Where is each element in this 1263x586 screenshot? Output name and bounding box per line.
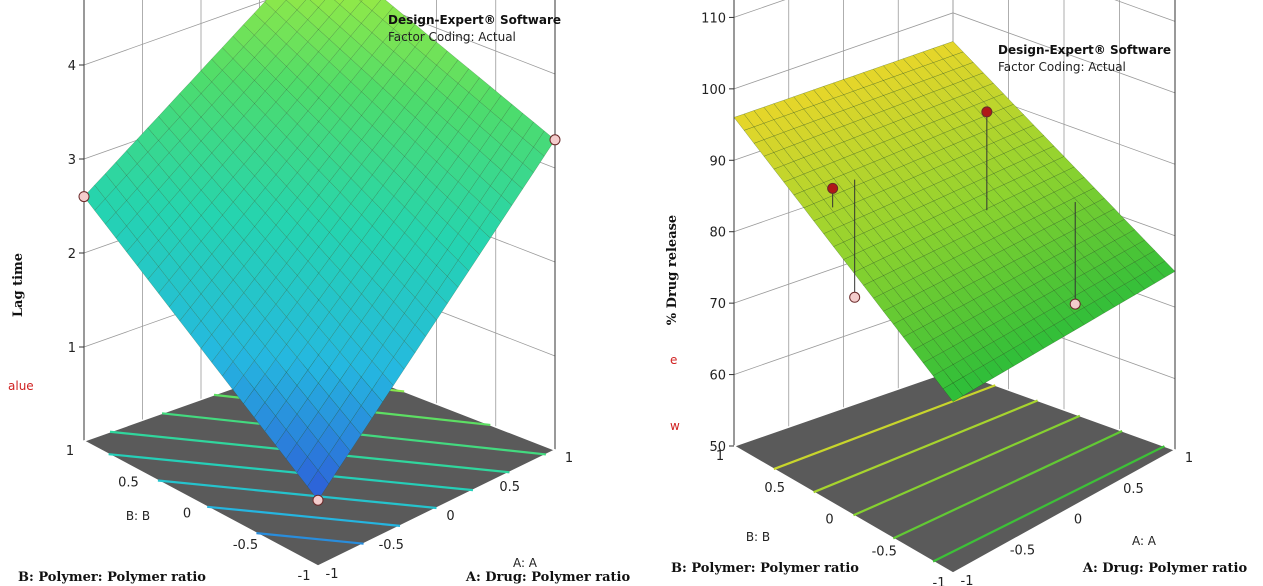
y-tick-label: 1 <box>66 444 74 459</box>
y-tick-label: -1 <box>298 569 311 584</box>
y-tick-label: -0.5 <box>233 538 258 553</box>
surface-mesh-cell <box>296 0 319 20</box>
surface-mesh-cell <box>942 41 964 56</box>
z-tick-label: 3 <box>68 153 76 168</box>
z-tick-label: 90 <box>709 154 726 169</box>
y-tick-label: 0.5 <box>764 481 785 496</box>
surface-mesh-cell <box>339 0 362 15</box>
legend-fragment: e <box>670 353 677 367</box>
y-tick-label: 0.5 <box>118 475 139 490</box>
z-axis-title: % Drug release <box>665 215 680 325</box>
surface-mesh-cell <box>285 0 306 11</box>
software-title: Design-Expert® Software <box>388 13 561 27</box>
y-axis-title: B: Polymer: Polymer ratio <box>18 570 206 585</box>
design-point <box>1069 298 1081 310</box>
x-tick-label: -1 <box>326 567 339 582</box>
x-tick-label: -0.5 <box>379 538 404 553</box>
surface-mesh-cell <box>318 0 341 18</box>
floor-contour-line <box>892 429 1123 540</box>
surface-mesh-cell <box>275 0 298 22</box>
surface-mesh-cell <box>359 0 363 2</box>
drug-release-surface-plot: 5060708090100110120-1-0.500.51-1-0.500.5… <box>650 0 1263 586</box>
y-tick-label: -1 <box>933 576 946 586</box>
design-point <box>849 291 861 303</box>
back-wall-gridline-z <box>733 0 1176 22</box>
x-axis-name: A: A <box>1132 534 1157 548</box>
lag-time-chart-svg: 12345-1-0.500.51-1-0.500.51Design-Expert… <box>8 0 631 585</box>
floor-contour-line <box>256 532 364 545</box>
y-axis-name: B: B <box>746 530 770 544</box>
back-wall-gridline-z <box>83 0 556 75</box>
floor-contour-line <box>157 479 437 510</box>
y-tick-label: 1 <box>716 449 724 464</box>
z-tick-label: 70 <box>709 297 726 312</box>
z-tick-label: 4 <box>68 59 76 74</box>
legend-fragment: alue <box>8 379 34 393</box>
z-tick-label: 2 <box>68 247 76 262</box>
z-axis-title: Lag time <box>11 253 26 317</box>
floor-contour-line <box>108 453 474 492</box>
x-tick-label: 1 <box>1185 451 1193 466</box>
y-tick-label: -0.5 <box>872 544 897 559</box>
surface-mesh-cell <box>334 0 345 5</box>
x-tick-label: 0.5 <box>1123 482 1144 497</box>
x-tick-label: -1 <box>961 574 974 586</box>
z-tick-label: 80 <box>709 226 726 241</box>
factor-coding-label: Factor Coding: Actual <box>998 60 1126 74</box>
design-point <box>981 106 993 118</box>
z-tick-label: 110 <box>701 11 726 26</box>
legend-fragment: w <box>670 419 680 433</box>
x-axis-title: A: Drug: Polymer ratio <box>1082 561 1248 576</box>
surface-mesh-cell <box>371 0 394 20</box>
design-point <box>78 191 90 203</box>
x-axis-name: A: A <box>513 556 538 570</box>
y-axis-title: B: Polymer: Polymer ratio <box>671 561 859 576</box>
x-axis-title: A: Drug: Polymer ratio <box>465 570 631 585</box>
floor-contour-line <box>813 399 1038 494</box>
surface-mesh-cell <box>264 0 287 12</box>
z-tick-label: 60 <box>709 369 726 384</box>
y-tick-label: 0 <box>825 513 833 528</box>
floor-contour-line <box>207 505 401 527</box>
z-tick-label: 1 <box>68 341 76 356</box>
y-tick-label: 0 <box>183 507 191 522</box>
design-point <box>312 494 324 506</box>
y-axis-name: B: B <box>126 509 150 523</box>
floor-contour-line <box>853 414 1081 517</box>
floor-contour-line <box>773 384 996 471</box>
design-point <box>549 134 561 146</box>
x-tick-label: 1 <box>565 451 573 466</box>
drug-release-chart-svg: 5060708090100110120-1-0.500.51-1-0.500.5… <box>665 0 1248 586</box>
z-tick-label: 100 <box>701 83 726 98</box>
z-tick-label: 50 <box>709 440 726 455</box>
factor-coding-label: Factor Coding: Actual <box>388 30 516 44</box>
x-tick-label: -0.5 <box>1010 543 1035 558</box>
surface-mesh-cell <box>309 0 326 8</box>
design-point <box>827 182 839 194</box>
x-tick-label: 0.5 <box>499 480 520 495</box>
floor-contour-line <box>932 445 1165 563</box>
x-tick-label: 0 <box>446 509 454 524</box>
lag-time-surface-plot: 12345-1-0.500.51-1-0.500.51Design-Expert… <box>8 0 631 585</box>
surface-mesh-cell <box>360 0 381 11</box>
software-title: Design-Expert® Software <box>998 43 1171 57</box>
x-tick-label: 0 <box>1074 513 1082 528</box>
